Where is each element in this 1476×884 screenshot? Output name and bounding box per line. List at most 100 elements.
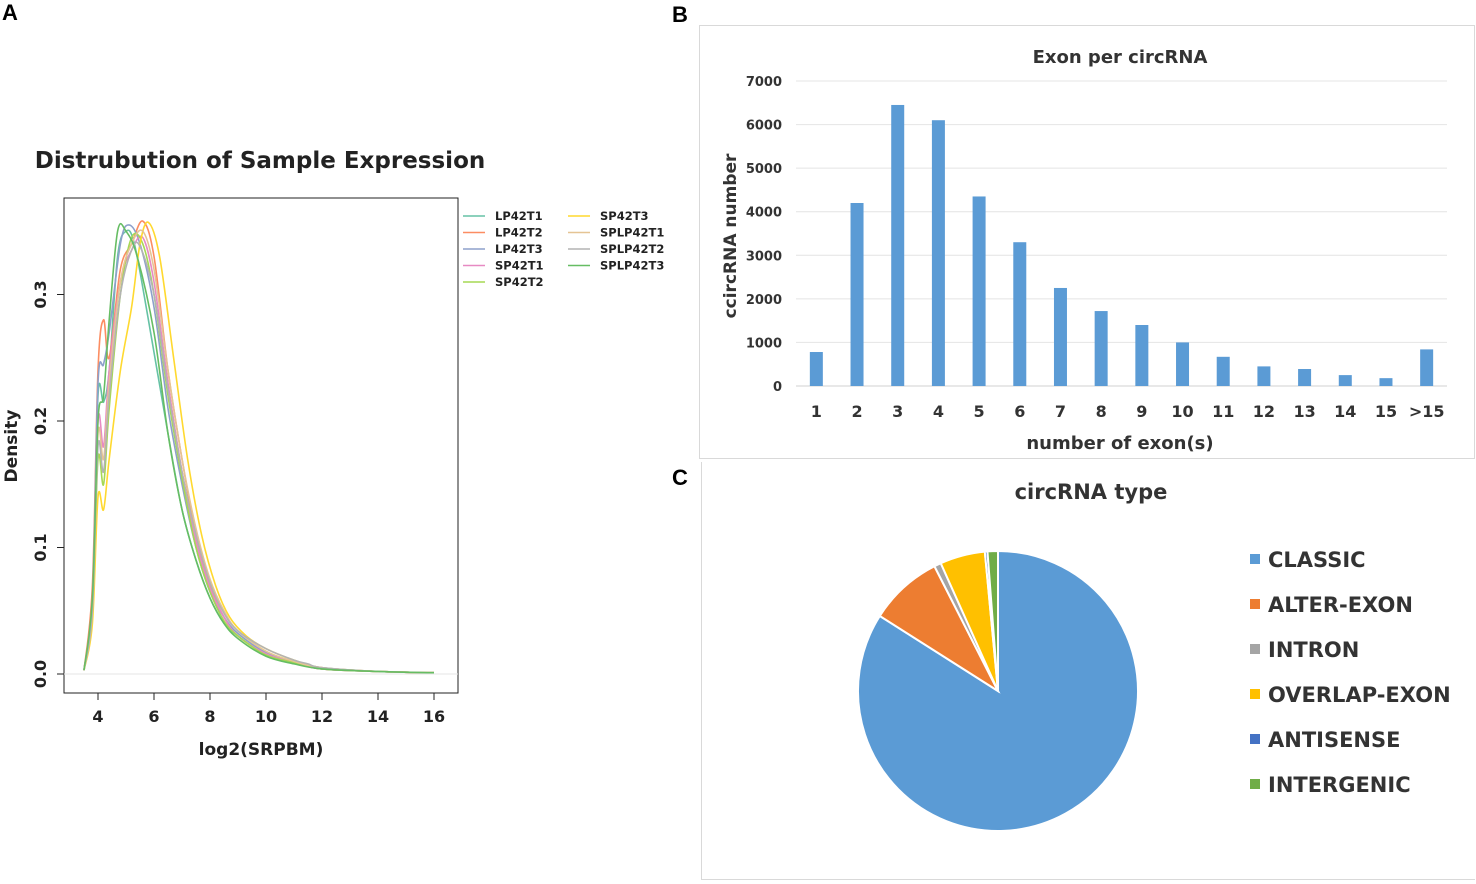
density-y-tick-label: 0.1 bbox=[31, 533, 50, 561]
exon-bar-12 bbox=[1257, 366, 1271, 386]
density-x-label: log2(SRPBM) bbox=[199, 740, 324, 760]
density-line-sp42t1 bbox=[83, 235, 435, 674]
exon-y-tick-label: 5000 bbox=[746, 162, 782, 177]
exon-x-tick-label: 9 bbox=[1136, 402, 1147, 421]
density-series-group bbox=[83, 220, 435, 674]
exon-x-tick-label: 2 bbox=[851, 402, 862, 421]
density-line-sp42t3 bbox=[83, 221, 435, 674]
exon-bar-3 bbox=[891, 104, 905, 386]
exon-bar-15 bbox=[1379, 378, 1393, 386]
density-x-axis: 4 6 8 10 12 14 16 bbox=[92, 693, 445, 726]
exon-x-axis: 1 2 3 4 5 6 7 8 9 10 11 12 13 14 15 >15 bbox=[811, 402, 1445, 421]
pie-legend-swatch bbox=[1250, 689, 1260, 699]
circtype-legend: CLASSIC ALTER-EXON INTRON OVERLAP-EXON ANTIS… bbox=[1250, 548, 1451, 797]
density-y-tick-label: 0.2 bbox=[31, 407, 50, 435]
exon-title: Exon per circRNA bbox=[1033, 47, 1208, 68]
exon-chart-panel: Exon per circRNA 0 1000 2000 3000 4000 5000 60… bbox=[699, 25, 1475, 459]
density-legend: LP42T1 LP42T2 LP42T3 SP42T1 SP42T2 SP42T3 SPLP… bbox=[463, 209, 664, 289]
pie-legend-label: INTRON bbox=[1268, 638, 1359, 662]
density-legend-label: SPLP42T1 bbox=[600, 226, 664, 240]
exon-x-tick-label: 4 bbox=[933, 402, 944, 421]
exon-y-tick-label: 6000 bbox=[746, 119, 782, 134]
exon-x-tick-label: 5 bbox=[974, 402, 985, 421]
density-legend-label: SPLP42T2 bbox=[600, 242, 664, 256]
pie-legend-label: INTERGENIC bbox=[1268, 773, 1411, 797]
density-x-tick-label: 10 bbox=[255, 707, 277, 726]
density-legend-label: LP42T2 bbox=[495, 226, 543, 240]
exon-x-label: number of exon(s) bbox=[1026, 433, 1213, 454]
circtype-chart-panel: circRNA type CLASSIC ALTER-EXON INTRON OVER… bbox=[701, 462, 1475, 880]
panel-label-b: B bbox=[672, 2, 688, 27]
exon-x-tick-label: 7 bbox=[1055, 402, 1066, 421]
density-chart: Distrubution of Sample Expression 0.0 0.1… bbox=[2, 148, 664, 760]
exon-x-tick-label: 1 bbox=[811, 402, 822, 421]
density-legend-label: LP42T1 bbox=[495, 209, 543, 223]
circtype-title: circRNA type bbox=[1015, 480, 1168, 504]
exon-bar-2 bbox=[850, 203, 864, 386]
density-line-splp42t3 bbox=[83, 222, 435, 674]
exon-y-axis: 0 1000 2000 3000 4000 5000 6000 7000 bbox=[746, 75, 782, 395]
pie-legend-swatch bbox=[1250, 644, 1260, 654]
exon-bars bbox=[809, 104, 1434, 386]
density-legend-label: LP42T3 bbox=[495, 242, 543, 256]
pie-legend-label: ANTISENSE bbox=[1268, 728, 1400, 752]
panel-label-c: C bbox=[672, 465, 688, 490]
density-plot-frame bbox=[63, 197, 459, 694]
density-y-axis: 0.0 0.1 0.2 0.3 bbox=[31, 280, 64, 688]
density-legend-label: SP42T3 bbox=[600, 209, 649, 223]
density-line-splp42t2 bbox=[83, 241, 435, 674]
exon-y-tick-label: 1000 bbox=[746, 336, 782, 351]
density-x-tick-label: 12 bbox=[311, 707, 333, 726]
density-line-lp42t3 bbox=[83, 224, 435, 674]
density-legend-label: SPLP42T3 bbox=[600, 259, 664, 273]
exon-x-tick-label: 10 bbox=[1171, 402, 1193, 421]
density-line-lp42t2 bbox=[83, 220, 435, 674]
exon-y-tick-label: 3000 bbox=[746, 249, 782, 264]
density-x-tick-label: 4 bbox=[92, 707, 103, 726]
density-x-tick-label: 6 bbox=[148, 707, 159, 726]
density-line-sp42t2 bbox=[83, 232, 435, 674]
exon-gridlines bbox=[796, 80, 1447, 387]
pie-legend-swatch bbox=[1250, 734, 1260, 744]
exon-x-tick-label: 15 bbox=[1375, 402, 1397, 421]
pie-slice-classic bbox=[857, 549, 1139, 832]
density-y-label: Density bbox=[2, 410, 22, 483]
circtype-slices bbox=[857, 549, 1139, 832]
exon-bar-7 bbox=[1053, 287, 1067, 386]
exon-bar-8 bbox=[1094, 311, 1108, 386]
density-legend-label: SP42T2 bbox=[495, 275, 544, 289]
exon-x-tick-label: 12 bbox=[1253, 402, 1275, 421]
exon-x-tick-label: 13 bbox=[1293, 402, 1315, 421]
exon-bar-9 bbox=[1135, 325, 1149, 386]
exon-y-tick-label: 4000 bbox=[746, 206, 782, 221]
exon-x-tick-label: 3 bbox=[892, 402, 903, 421]
circtype-pie-chart: circRNA type CLASSIC ALTER-EXON INTRON OVER… bbox=[857, 480, 1451, 832]
exon-bar-6 bbox=[1013, 242, 1027, 386]
density-x-tick-label: 8 bbox=[204, 707, 215, 726]
panel-label-a: A bbox=[2, 0, 18, 25]
density-legend-label: SP42T1 bbox=[495, 259, 544, 273]
exon-y-tick-label: 0 bbox=[773, 380, 782, 395]
exon-x-tick-label: >15 bbox=[1409, 402, 1445, 421]
exon-y-tick-label: 7000 bbox=[746, 75, 782, 90]
exon-bar-1 bbox=[809, 352, 823, 386]
pie-legend-swatch bbox=[1250, 554, 1260, 564]
exon-y-label: ccircRNA number bbox=[721, 153, 741, 318]
pie-legend-label: OVERLAP-EXON bbox=[1268, 683, 1451, 707]
density-y-tick-label: 0.3 bbox=[31, 280, 50, 308]
exon-x-tick-label: 14 bbox=[1334, 402, 1356, 421]
exon-bar-4 bbox=[931, 120, 945, 386]
pie-legend-swatch bbox=[1250, 599, 1260, 609]
exon-bar-chart: Exon per circRNA 01000200030004000500060… bbox=[721, 47, 1447, 454]
exon-bar-gt15 bbox=[1420, 349, 1434, 386]
density-line-lp42t1 bbox=[83, 229, 435, 674]
density-y-tick-label: 0.0 bbox=[31, 660, 50, 688]
pie-slice-intergenic bbox=[986, 549, 999, 692]
density-x-tick-label: 16 bbox=[423, 707, 445, 726]
pie-legend-swatch bbox=[1250, 779, 1260, 789]
pie-legend-label: CLASSIC bbox=[1268, 548, 1366, 572]
exon-bar-13 bbox=[1298, 369, 1312, 386]
pie-legend-label: ALTER-EXON bbox=[1268, 593, 1413, 617]
exon-bar-11 bbox=[1216, 356, 1230, 386]
exon-x-tick-label: 8 bbox=[1096, 402, 1107, 421]
